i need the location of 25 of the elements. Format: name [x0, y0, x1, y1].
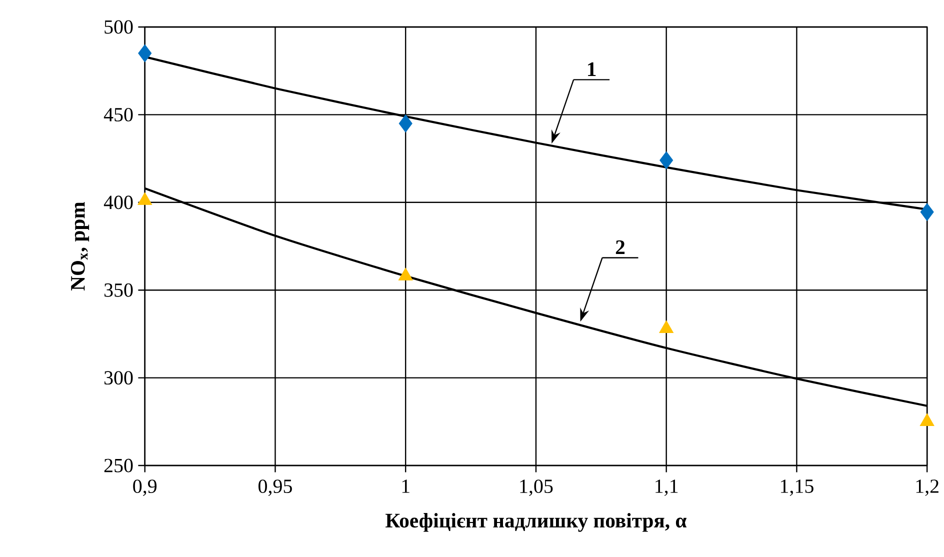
y-tick-label: 400: [104, 195, 133, 209]
x-tick-label: 1,1: [656, 479, 678, 496]
point: [398, 268, 413, 280]
point: [920, 202, 934, 221]
x-tick-label: 1,15: [780, 479, 814, 496]
point: [138, 44, 152, 62]
x-tick-label: 0,9: [133, 479, 157, 496]
x-tick-label: 1,2: [916, 479, 938, 496]
x-tick-label: 1: [402, 479, 410, 493]
point: [659, 320, 674, 333]
annotation: 2: [616, 240, 625, 254]
annotation: 1: [588, 62, 596, 76]
point: [138, 192, 152, 205]
x-axis-title: Коефіцієнт надлишку повітря, α: [386, 512, 686, 532]
y-axis-title: NO$_{x}$, ppm: [70, 202, 90, 290]
y-tick-label: 250: [104, 458, 133, 472]
y-tick-label: 500: [104, 20, 133, 34]
point: [660, 151, 674, 170]
point: [398, 114, 412, 132]
y-tick-label: 300: [104, 370, 133, 384]
x-tick-label: 0,95: [258, 479, 292, 496]
point: [920, 413, 934, 426]
y-tick-label: 350: [104, 283, 133, 297]
y-tick-label: 450: [104, 108, 133, 122]
x-tick-label: 1,05: [520, 479, 553, 496]
